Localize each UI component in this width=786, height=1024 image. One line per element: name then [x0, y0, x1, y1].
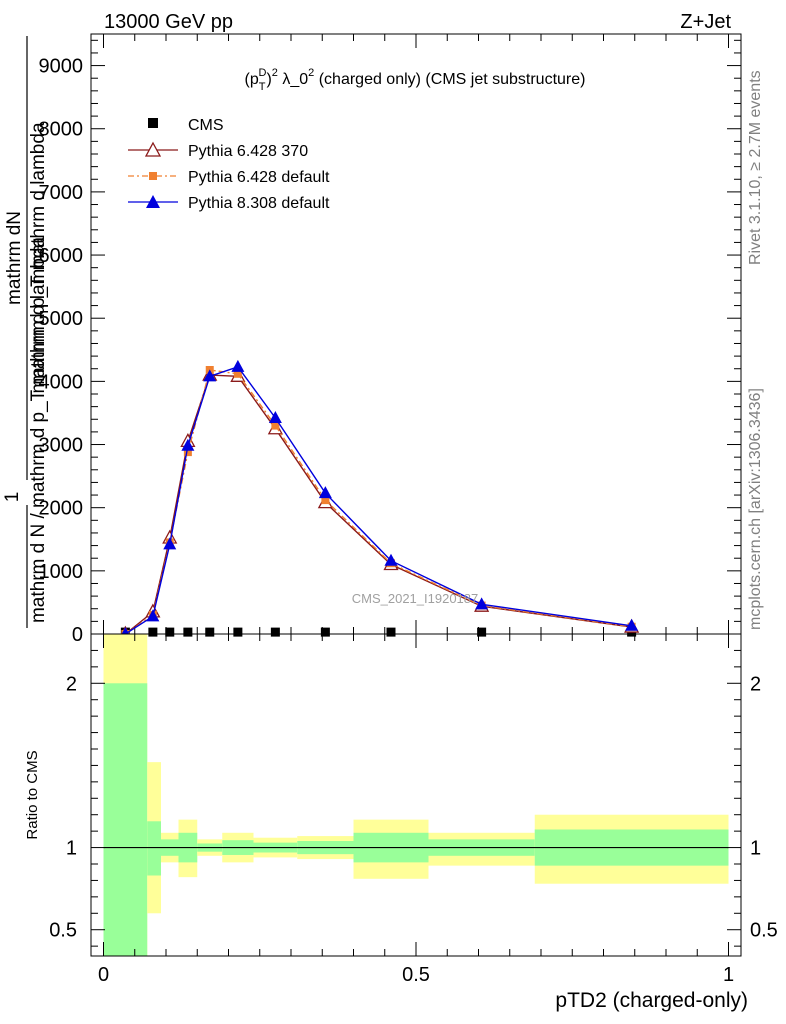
main-ytick-label: 6000: [39, 245, 84, 267]
main-ytick-labels: 0 1000 2000 3000 4000 5000 6000 7000 8000 9000: [39, 56, 84, 646]
cms-data-point: [320, 627, 330, 637]
main-ticks: [91, 34, 741, 635]
cms-data-point: [233, 627, 243, 637]
cms-data-point: [183, 627, 193, 637]
pythia8-point: [318, 486, 332, 499]
x-tick-labels: 0 0.5 1: [98, 964, 734, 986]
pythia8-point: [268, 411, 282, 423]
ratio-bands: [103, 634, 729, 956]
main-panel: 0 1000 2000 3000 4000 5000 6000 7000 8000 9000: [39, 33, 742, 646]
ratio-ytick-labels: 0.5 0.5 1 1 2 2: [49, 673, 778, 941]
legend-entry-pythia8: Pythia 8.308 default: [128, 195, 330, 212]
ylabel-dn: mathrm dN: [4, 211, 25, 305]
mcplots-label: mcplots.cern.ch [arXiv:1306.3436]: [747, 388, 764, 630]
ratio-panel: 0.5 0.51 12 2 0 0.5 1: [49, 633, 778, 986]
pythia6-default-point: [183, 448, 192, 457]
legend-cms-marker: [148, 118, 158, 128]
ratio-frame: [90, 633, 742, 957]
ratio-band-inner: [103, 683, 148, 956]
main-series: [117, 359, 640, 640]
main-ytick-label: 9000: [39, 56, 84, 78]
pythia6-default-point: [271, 421, 280, 430]
pythia8-point: [231, 359, 245, 372]
legend-pythia6-370-marker: [144, 141, 162, 157]
legend-pythia6-default-label: Pythia 6.428 default: [188, 169, 330, 186]
pythia8-point: [181, 438, 195, 451]
legend-pythia6-370-label: Pythia 6.428 370: [188, 143, 308, 160]
header-energy: 13000 GeV pp: [104, 11, 233, 33]
ratio-ytick-label-left: 0.5: [49, 920, 77, 942]
legend-pythia6-default-marker: [149, 172, 157, 180]
ratio-ticks: [91, 634, 741, 956]
main-ytick-label: 8000: [39, 119, 84, 141]
cms-data-point: [205, 627, 215, 637]
main-ytick-label: 2000: [39, 498, 84, 520]
ylabel-dpt-dlambda: mathrm d p_T mathrm d lambda: [28, 122, 49, 393]
cms-data-point: [148, 627, 158, 637]
legend: CMS Pythia 6.428 370 Pythia 6.428 defaul…: [128, 117, 330, 212]
x-tick-label: 1: [723, 964, 734, 986]
title-lambda: λ_0: [278, 71, 308, 88]
pythia8-point: [475, 597, 489, 610]
main-ytick-label: 7000: [39, 182, 84, 204]
legend-entry-pythia6-370: Pythia 6.428 370: [128, 141, 308, 160]
main-ytick-label: 4000: [39, 371, 84, 393]
cms-data-point: [477, 627, 487, 637]
ratio-ytick-label-left: 2: [66, 673, 77, 695]
header-process: Z+Jet: [680, 11, 731, 33]
ratio-ytick-label-right: 1: [750, 838, 761, 860]
main-ytick-label: 5000: [39, 308, 84, 330]
plot-title: (pTD)2 λ_02 (charged only) (CMS jet subs…: [245, 67, 586, 93]
title-rest: (charged only) (CMS jet substructure): [314, 71, 585, 88]
ylabel-dn-dpt-dlambda: mathrm d N / mathrm d p_T mathrm d lambd…: [28, 237, 49, 624]
pythia8-point: [384, 553, 398, 566]
pythia8-point: [203, 369, 217, 382]
ratio-y-axis-label: Ratio to CMS: [24, 750, 41, 839]
x-tick-label: 0.5: [402, 964, 430, 986]
main-ytick-label: 1000: [39, 561, 84, 583]
main-ytick-label: 0: [72, 624, 83, 646]
x-tick-label: 0: [98, 964, 109, 986]
title-close: ): [266, 71, 271, 88]
legend-pythia8-marker: [146, 195, 160, 208]
title-sup-d: D: [258, 67, 266, 79]
legend-pythia8-label: Pythia 8.308 default: [188, 195, 330, 212]
pythia8-point: [146, 609, 160, 622]
legend-cms-label: CMS: [188, 117, 224, 134]
legend-entry-cms: CMS: [148, 117, 224, 134]
pythia6-default-point: [321, 496, 330, 505]
ylabel-one: 1: [2, 492, 23, 503]
rivet-version-label: Rivet 3.1.10, ≥ 2.7M events: [747, 70, 764, 265]
pythia8-point: [625, 618, 639, 631]
title-open: (p: [245, 71, 259, 88]
ratio-ytick-label-right: 2: [750, 673, 761, 695]
cms-data-point: [386, 627, 396, 637]
x-axis-label: pTD2 (charged-only): [555, 989, 748, 1012]
ratio-band-inner: [147, 821, 161, 876]
cms-data-point: [270, 627, 280, 637]
pythia6-default-point: [233, 369, 242, 378]
title-sup-2: 2: [272, 67, 278, 79]
analysis-watermark: CMS_2021_I1920187: [352, 591, 479, 606]
cms-data-point: [165, 627, 175, 637]
main-ytick-label: 3000: [39, 435, 84, 457]
ratio-ytick-label-right: 0.5: [750, 920, 778, 942]
title-sup-3: 2: [308, 67, 314, 79]
legend-entry-pythia6-default: Pythia 6.428 default: [128, 169, 330, 186]
title-sub-t: T: [259, 81, 266, 93]
ratio-ytick-label-left: 1: [66, 838, 77, 860]
main-y-axis-label: mathrm dN mathrm d p_T mathrm d lambda 1…: [2, 36, 49, 628]
pythia8-point: [163, 537, 177, 550]
